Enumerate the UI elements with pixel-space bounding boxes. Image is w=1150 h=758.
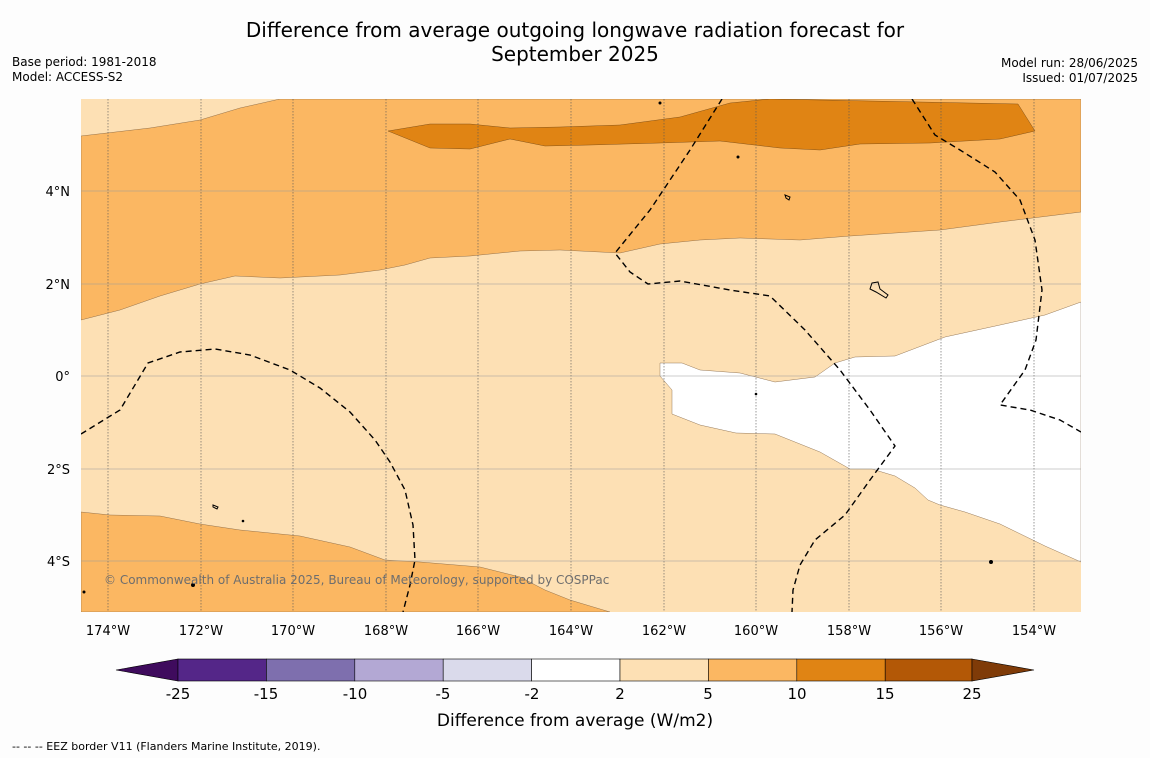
colorbar-extend-left [115, 658, 179, 682]
lon-label: 170°W [271, 624, 315, 639]
meta-left: Base period: 1981-2018 Model: ACCESS-S2 [12, 55, 157, 85]
lon-label: 162°W [642, 624, 686, 639]
lat-label: 2°S [47, 463, 70, 478]
eez-borders [81, 99, 1081, 612]
footnote: -- -- -- EEZ border V11 (Flanders Marine… [12, 740, 321, 753]
lon-label: 164°W [549, 624, 593, 639]
colorbar: -25 -15 -10 -5 -2 2 5 10 15 25 Differenc… [115, 658, 1035, 731]
colorbar-swatch [531, 658, 621, 682]
island-marker [241, 519, 245, 523]
island-marker [869, 281, 889, 299]
model-name: Model: ACCESS-S2 [12, 70, 124, 84]
lat-label: 4°N [46, 185, 71, 200]
meta-right: Model run: 28/06/2025 Issued: 01/07/2025 [1001, 56, 1138, 86]
lon-label: 172°W [179, 624, 223, 639]
island-marker [989, 560, 993, 564]
island-marker [212, 504, 219, 510]
chart-title: Difference from average outgoing longwav… [0, 18, 1150, 66]
colorbar-swatch [442, 658, 532, 682]
anomaly-10-15-strip [387, 99, 1036, 151]
colorbar-tick: -15 [254, 685, 279, 703]
colorbar-extend-right [971, 658, 1035, 682]
colorbar-tick: 15 [875, 685, 894, 703]
lat-label: 4°S [47, 555, 70, 570]
lon-label: 156°W [919, 624, 963, 639]
model-run: Model run: 28/06/2025 [1000, 56, 1138, 70]
graticule [107, 99, 1035, 612]
colorbar-tick: -5 [436, 685, 451, 703]
lon-label: 166°W [456, 624, 500, 639]
colorbar-tick: -25 [166, 685, 191, 703]
neutral-region [659, 301, 1081, 563]
colorbar-label: Difference from average (W/m2) [437, 711, 713, 731]
title-line-1: Difference from average outgoing longwav… [245, 18, 905, 42]
latitude-labels: 4°N 2°N 0° 2°S 4°S [46, 185, 71, 570]
base-period: Base period: 1981-2018 [12, 55, 157, 69]
colorbar-tick: 5 [703, 685, 713, 703]
colorbar-tick: 25 [962, 685, 981, 703]
colorbar-swatch [708, 658, 798, 682]
copyright-text: © Commonwealth of Australia 2025, Bureau… [104, 573, 609, 587]
colorbar-swatch [266, 658, 356, 682]
island-marker [191, 583, 195, 587]
island-marker [754, 392, 758, 396]
colorbar-swatch [796, 658, 886, 682]
lat-label: 2°N [46, 278, 71, 293]
island-marker [658, 101, 662, 105]
title-line-2: September 2025 [491, 42, 659, 66]
longitude-labels: 174°W 172°W 170°W 168°W 166°W 164°W 162°… [86, 624, 1056, 639]
colorbar-swatch [619, 658, 709, 682]
islands [82, 101, 993, 594]
lon-label: 160°W [734, 624, 778, 639]
colorbar-tick: 2 [615, 685, 625, 703]
lon-label: 154°W [1012, 624, 1056, 639]
island-marker [784, 194, 791, 201]
colorbar-swatch [177, 658, 267, 682]
map-area: © Commonwealth of Australia 2025, Bureau… [81, 99, 1081, 612]
colorbar-swatch [884, 658, 973, 682]
lat-label: 0° [55, 370, 70, 385]
lon-label: 158°W [827, 624, 871, 639]
colorbar-tick: -2 [525, 685, 540, 703]
lon-label: 168°W [364, 624, 408, 639]
colorbar-swatch [354, 658, 444, 682]
colorbar-tick: 10 [787, 685, 806, 703]
lon-label: 174°W [86, 624, 130, 639]
anomaly-5-10-north [81, 99, 1081, 321]
island-marker [82, 590, 86, 594]
latitude-lines [81, 190, 1081, 562]
island-marker [736, 155, 740, 159]
colorbar-tick: -10 [343, 685, 368, 703]
issued-date: Issued: 01/07/2025 [1022, 71, 1138, 85]
